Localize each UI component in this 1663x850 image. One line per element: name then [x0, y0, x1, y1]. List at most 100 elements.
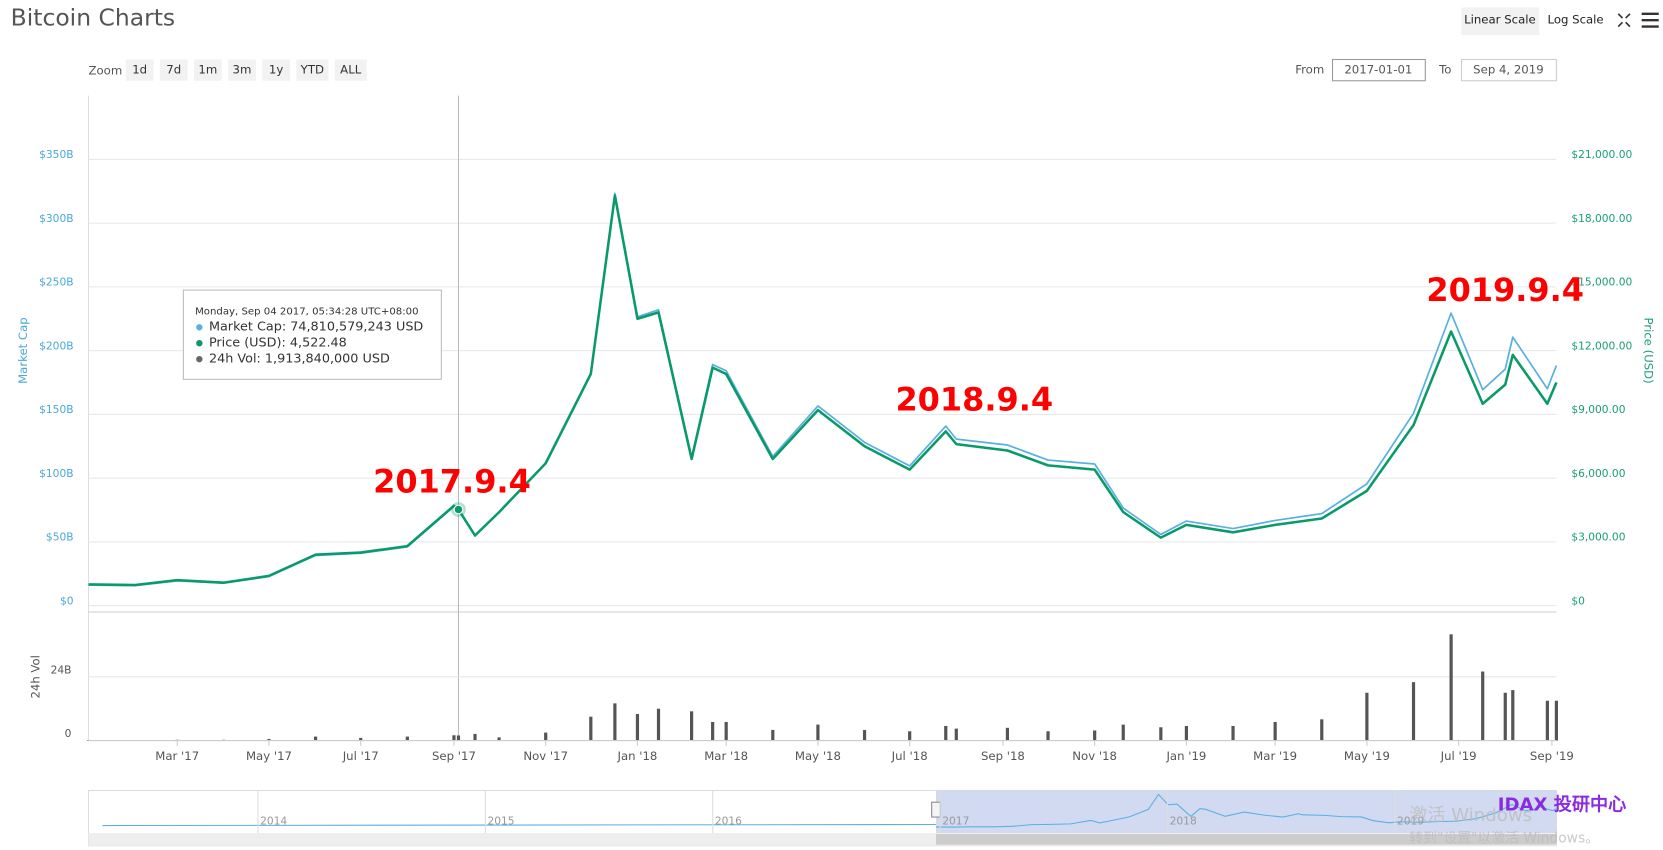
- y-tick-label: $200B: [39, 339, 73, 352]
- y2-tick-label: $21,000.00: [1571, 148, 1632, 161]
- tooltip-dot: [196, 324, 203, 331]
- linear-scale-button[interactable]: [1461, 7, 1540, 36]
- x-tick-label: Jan '18: [616, 749, 657, 763]
- zoom-button[interactable]: [159, 59, 188, 81]
- volume-bar: [1184, 725, 1189, 741]
- volume-bar: [1511, 690, 1515, 741]
- tooltip-dot: [196, 355, 203, 363]
- zoom-button[interactable]: [262, 59, 290, 81]
- volume-bar: [613, 703, 617, 741]
- navigator-label: 2017: [942, 814, 969, 827]
- from-value[interactable]: 2017-01-01: [1344, 63, 1412, 77]
- volume-bar: [908, 731, 912, 741]
- x-tick-label: Jul '17: [342, 749, 379, 763]
- volume-bar: [473, 733, 477, 741]
- x-tick-label: May '18: [795, 749, 841, 763]
- to-value[interactable]: Sep 4, 2019: [1473, 63, 1543, 77]
- zoom-button[interactable]: [125, 59, 154, 81]
- tooltip-box: [182, 289, 442, 380]
- tooltip-line: Price (USD): 4,522.48: [209, 336, 347, 351]
- y-tick-label: $350B: [39, 148, 73, 161]
- y-tick-label: $50B: [46, 531, 74, 544]
- zoom-button-label[interactable]: YTD: [300, 63, 324, 77]
- volume-bar: [589, 716, 593, 741]
- annotation: 2018.9.4: [895, 381, 1053, 419]
- plot: $0 $50B $100B $150B $200B $250B $300B $350B $0 $3…: [16, 95, 1656, 763]
- volume-bar: [1273, 721, 1277, 741]
- x-tick-label: Nov '17: [523, 749, 568, 763]
- y-tick-label: $250B: [39, 276, 73, 289]
- volume-bar: [1411, 682, 1416, 741]
- zoom-button-label[interactable]: 3m: [233, 63, 252, 77]
- log-scale-label[interactable]: Log Scale: [1548, 13, 1604, 27]
- zoom-button-label[interactable]: 1d: [132, 63, 147, 77]
- zoom-button[interactable]: [296, 59, 329, 81]
- volume-bar: [1554, 700, 1558, 741]
- zoom-buttons: 1d 7d 1m 3m 1y YTD ALL: [125, 59, 367, 81]
- y-tick-label: $300B: [39, 212, 73, 225]
- scrollbar-thumb[interactable]: [935, 834, 1557, 845]
- zoom-button[interactable]: [334, 59, 367, 81]
- volume-bar: [452, 735, 456, 741]
- zoom-button-label[interactable]: 7d: [166, 63, 181, 77]
- watermark: IDAX 投研中心: [1498, 793, 1626, 815]
- from-input[interactable]: [1331, 58, 1426, 82]
- volume-bar: [497, 737, 501, 741]
- x-tick-label: Mar '19: [1253, 749, 1297, 763]
- x-tick-label: May '17: [246, 749, 292, 763]
- y2-tick-label: $0: [1571, 594, 1585, 607]
- zoom-button[interactable]: [228, 59, 256, 81]
- volume-bar: [954, 728, 958, 741]
- navigator-history-line: [102, 823, 936, 827]
- navigator-selection[interactable]: [935, 790, 1557, 834]
- y2-tick-label: $12,000.00: [1571, 339, 1632, 352]
- volume-bar: [1159, 727, 1163, 741]
- y-tick-label: $0: [60, 594, 74, 607]
- x-tick-label: Sep '17: [432, 749, 476, 763]
- volume-bar: [1365, 692, 1369, 741]
- x-tick-label: Jul '19: [1440, 749, 1477, 763]
- zoom-button-label[interactable]: ALL: [340, 63, 362, 77]
- volume-bar: [771, 729, 775, 741]
- zoom-button-label[interactable]: 1y: [269, 63, 283, 77]
- navigator: 2014 2015 2016 2017 2018 2019: [87, 789, 1557, 847]
- zoom-button-label[interactable]: 1m: [198, 63, 217, 77]
- tooltip-line: Market Cap: 74,810,579,243 USD: [209, 320, 424, 335]
- tooltip: Monday, Sep 04 2017, 05:34:28 UTC+08:00 …: [182, 289, 442, 380]
- volume-bar: [1093, 730, 1097, 741]
- volume-bar: [816, 724, 820, 741]
- annotation: 2017.9.4: [373, 462, 531, 500]
- y-tick-label: 24B: [51, 663, 72, 676]
- x-tick-label: Sep '18: [981, 749, 1025, 763]
- volume-bar: [544, 732, 548, 741]
- to-input[interactable]: [1460, 58, 1557, 82]
- volume-bar: [1503, 692, 1507, 741]
- navigator-label: 2018: [1170, 814, 1197, 827]
- y2-tick-label: $9,000.00: [1571, 403, 1625, 416]
- volume-bar: [1005, 727, 1010, 741]
- series-line: [88, 194, 1558, 587]
- to-label: To: [1438, 63, 1451, 77]
- x-tick-label: Jul '18: [891, 749, 928, 763]
- tooltip-date: Monday, Sep 04 2017, 05:34:28 UTC+08:00: [195, 306, 418, 317]
- tooltip-dot: [196, 340, 203, 347]
- linear-scale-label[interactable]: Linear Scale: [1464, 13, 1536, 27]
- volume-bar: [1231, 725, 1235, 741]
- fullscreen-icon[interactable]: [1617, 13, 1631, 28]
- menu-icon[interactable]: [1641, 12, 1659, 28]
- navigator-label: 2016: [715, 814, 742, 827]
- y-tick-label: 0: [65, 727, 72, 740]
- y2-tick-label: $3,000.00: [1571, 531, 1625, 544]
- volume-bar: [724, 721, 728, 741]
- navigator-label: 2019: [1397, 814, 1424, 827]
- zoom-button[interactable]: [194, 59, 222, 81]
- from-label: From: [1295, 63, 1324, 77]
- y-tick-label: $150B: [39, 403, 73, 416]
- volume-bar: [711, 721, 715, 741]
- navigator-label: 2014: [260, 814, 287, 827]
- navigator-handle[interactable]: [931, 801, 941, 818]
- volume-bar: [689, 711, 694, 741]
- os-watermark: 激活 Windows: [1409, 805, 1532, 826]
